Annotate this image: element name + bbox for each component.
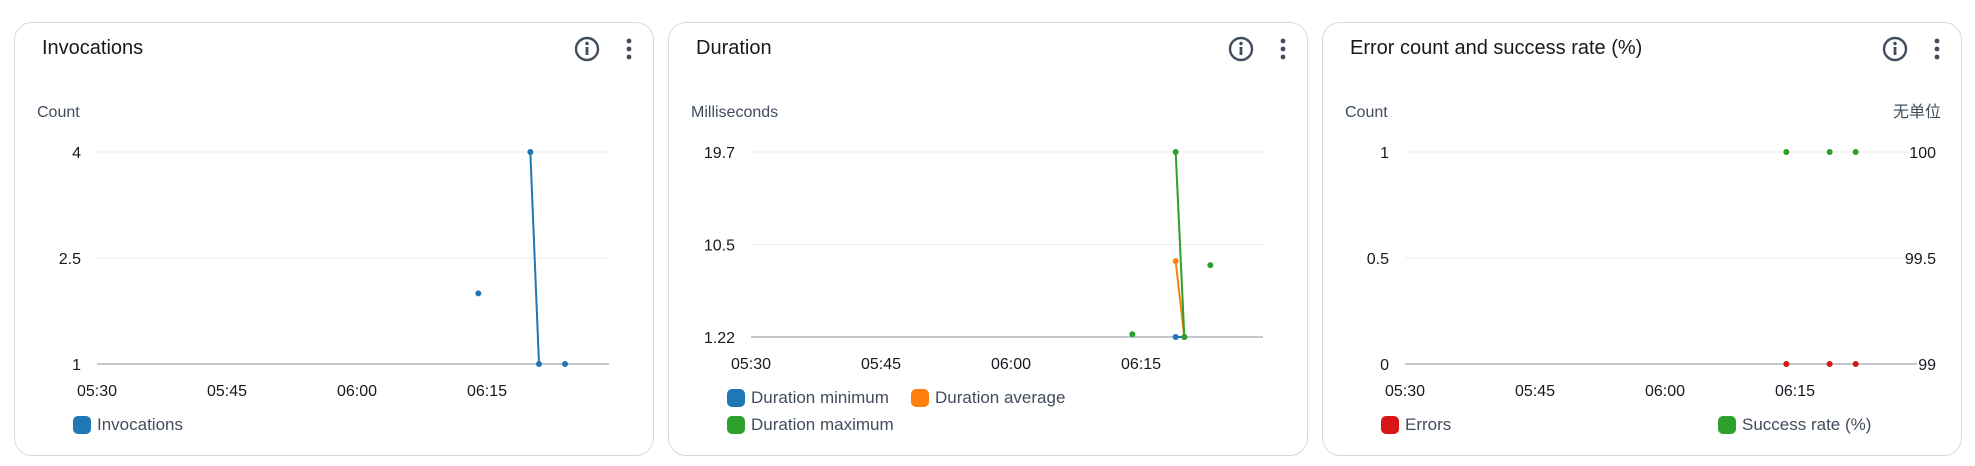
data-point-errors <box>1826 361 1833 367</box>
invocations-chart: Count 4 2.5 1 05:30 05:45 06:00 06:15 <box>37 104 609 400</box>
series-line-duration-maximum <box>1174 151 1186 338</box>
y-axis-label: Count <box>37 104 80 121</box>
legend-swatch <box>1718 416 1736 434</box>
legend-label: Invocations <box>97 415 183 434</box>
x-tick-label: 05:45 <box>861 356 901 373</box>
more-vertical-icon[interactable] <box>1273 35 1293 63</box>
widget-title: Duration <box>696 37 772 59</box>
y-tick-label: 0.5 <box>1367 251 1389 268</box>
data-point-duration-minimum <box>1172 334 1179 340</box>
more-vertical-icon[interactable] <box>619 35 639 63</box>
x-tick-label: 06:15 <box>1121 356 1161 373</box>
y-tick-label: 10.5 <box>704 238 735 255</box>
y2-axis-label: 无单位 <box>1893 103 1941 121</box>
legend-label: Duration minimum <box>751 388 889 407</box>
y2-tick-label: 100 <box>1909 145 1936 162</box>
y-tick-label: 1.22 <box>704 330 735 347</box>
data-point-success-rate <box>1852 149 1859 155</box>
data-point-errors <box>1783 361 1790 367</box>
widget-title: Invocations <box>42 37 144 59</box>
x-tick-label: 05:30 <box>77 383 117 400</box>
x-tick-label: 06:00 <box>1645 383 1685 400</box>
y-tick-label: 2.5 <box>59 251 81 268</box>
y2-tick-label: 99.5 <box>1905 251 1936 268</box>
legend-label: Errors <box>1405 415 1452 434</box>
error-success-chart: Count 无单位 1 100 0.5 99.5 0 99 05:30 05:45 06:00 06:… <box>1345 103 1941 400</box>
data-point-errors <box>1852 361 1859 367</box>
info-icon[interactable] <box>573 35 601 63</box>
data-point-invocations <box>527 149 534 155</box>
data-point-invocations <box>475 290 482 297</box>
data-point-invocations <box>536 361 542 367</box>
x-tick-label: 06:15 <box>467 383 507 400</box>
legend-label: Duration maximum <box>751 415 894 434</box>
legend-item-duration-maximum[interactable]: Duration maximum <box>727 415 894 435</box>
widget-title: Error count and success rate (%) <box>1350 37 1643 59</box>
data-point-invocations <box>562 361 568 367</box>
series-line-invocations <box>529 151 540 365</box>
widget-invocations: Invocations Count 4 2.5 1 05:30 05:45 06:00 06:… <box>14 22 654 456</box>
legend-item-invocations[interactable]: Invocations <box>73 415 183 435</box>
x-tick-label: 05:30 <box>731 356 771 373</box>
legend-swatch <box>73 416 91 434</box>
y-axis-label: Count <box>1345 104 1388 121</box>
legend-swatch <box>727 416 745 434</box>
data-point-duration-maximum <box>1181 334 1188 340</box>
duration-chart: Milliseconds 19.7 10.5 1.22 05:30 05:45 06:00 0… <box>691 104 1263 373</box>
y-axis-label: Milliseconds <box>691 104 778 121</box>
legend-swatch <box>727 389 745 407</box>
y-tick-label: 4 <box>72 145 81 162</box>
y-tick-label: 1 <box>72 357 81 374</box>
more-vertical-icon[interactable] <box>1927 35 1947 63</box>
x-tick-label: 05:45 <box>207 383 247 400</box>
data-point-duration-maximum <box>1172 149 1179 155</box>
y-tick-label: 1 <box>1380 145 1389 162</box>
legend-item-errors[interactable]: Errors <box>1381 415 1451 435</box>
legend-label: Success rate (%) <box>1742 415 1872 434</box>
widget-error-success: Error count and success rate (%) Count 无单… <box>1322 22 1962 456</box>
legend-label: Duration average <box>935 388 1066 407</box>
data-point-success-rate <box>1826 149 1833 155</box>
x-tick-label: 05:30 <box>1385 383 1425 400</box>
x-tick-label: 06:00 <box>991 356 1031 373</box>
info-icon[interactable] <box>1881 35 1909 63</box>
data-point-duration-maximum <box>1207 262 1214 269</box>
widget-duration: Duration Milliseconds 19.7 10.5 1.22 05:30 05… <box>668 22 1308 456</box>
legend-item-duration-minimum[interactable]: Duration minimum <box>727 388 889 408</box>
x-tick-label: 05:45 <box>1515 383 1555 400</box>
y-tick-label: 0 <box>1380 357 1389 374</box>
data-point-duration-maximum <box>1129 331 1136 338</box>
legend-swatch <box>1381 416 1399 434</box>
data-point-success-rate <box>1783 149 1790 155</box>
data-point-duration-average <box>1172 258 1179 265</box>
legend-swatch <box>911 389 929 407</box>
x-tick-label: 06:00 <box>337 383 377 400</box>
y-tick-label: 19.7 <box>704 145 735 162</box>
y2-tick-label: 99 <box>1918 357 1936 374</box>
info-icon[interactable] <box>1227 35 1255 63</box>
legend-item-success-rate[interactable]: Success rate (%) <box>1718 415 1871 435</box>
legend-item-duration-average[interactable]: Duration average <box>911 388 1065 408</box>
x-tick-label: 06:15 <box>1775 383 1815 400</box>
